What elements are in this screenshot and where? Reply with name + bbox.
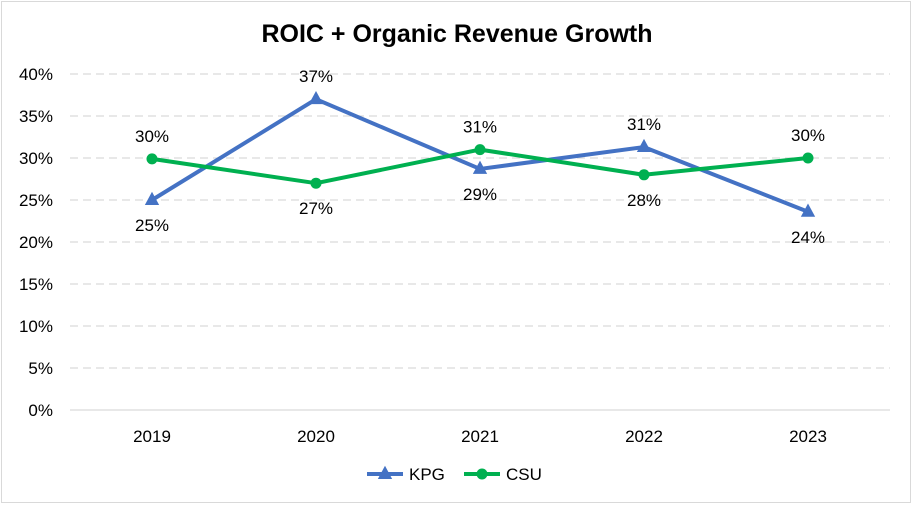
kpg-legend-label: KPG	[409, 465, 445, 484]
csu-point	[475, 144, 486, 155]
y-tick-label: 0%	[28, 401, 53, 420]
kpg-data-label: 31%	[627, 115, 661, 134]
y-tick-label: 40%	[19, 65, 53, 84]
chart-title: ROIC + Organic Revenue Growth	[261, 20, 652, 48]
csu-point	[147, 153, 158, 164]
x-tick-label: 2020	[297, 427, 335, 446]
x-tick-label: 2021	[461, 427, 499, 446]
csu-data-label: 27%	[299, 199, 333, 218]
chart-canvas: ROIC + Organic Revenue Growth 0% 5% 10% 15%…	[0, 0, 914, 506]
x-tick-label: 2019	[133, 427, 171, 446]
y-tick-label: 25%	[19, 191, 53, 210]
csu-data-label: 30%	[791, 126, 825, 145]
x-tick-label: 2023	[789, 427, 827, 446]
csu-point	[311, 178, 322, 189]
kpg-data-label: 29%	[463, 185, 497, 204]
legend: KPG CSU	[367, 465, 542, 484]
kpg-data-label: 37%	[299, 67, 333, 86]
csu-point	[639, 169, 650, 180]
kpg-data-label: 25%	[135, 216, 169, 235]
kpg-point	[637, 139, 651, 152]
y-tick-label: 20%	[19, 233, 53, 252]
kpg-point	[309, 91, 323, 104]
csu-data-label: 28%	[627, 191, 661, 210]
y-tick-label: 15%	[19, 275, 53, 294]
csu-data-label: 30%	[135, 127, 169, 146]
csu-legend-label: CSU	[506, 465, 542, 484]
kpg-data-label: 24%	[791, 228, 825, 247]
y-tick-label: 10%	[19, 317, 53, 336]
x-tick-label: 2022	[625, 427, 663, 446]
y-tick-label: 35%	[19, 107, 53, 126]
y-tick-label: 30%	[19, 149, 53, 168]
csu-legend-marker	[477, 469, 488, 480]
csu-point	[803, 153, 814, 164]
x-axis-ticks: 2019 2020 2021 2022 2023	[133, 427, 827, 446]
y-axis-ticks: 0% 5% 10% 15% 20% 25% 30% 35% 40%	[19, 65, 53, 420]
data-labels: 25% 37% 29% 31% 24% 30% 27% 31% 28% 30%	[135, 67, 825, 247]
y-tick-label: 5%	[28, 359, 53, 378]
csu-data-label: 31%	[463, 118, 497, 137]
